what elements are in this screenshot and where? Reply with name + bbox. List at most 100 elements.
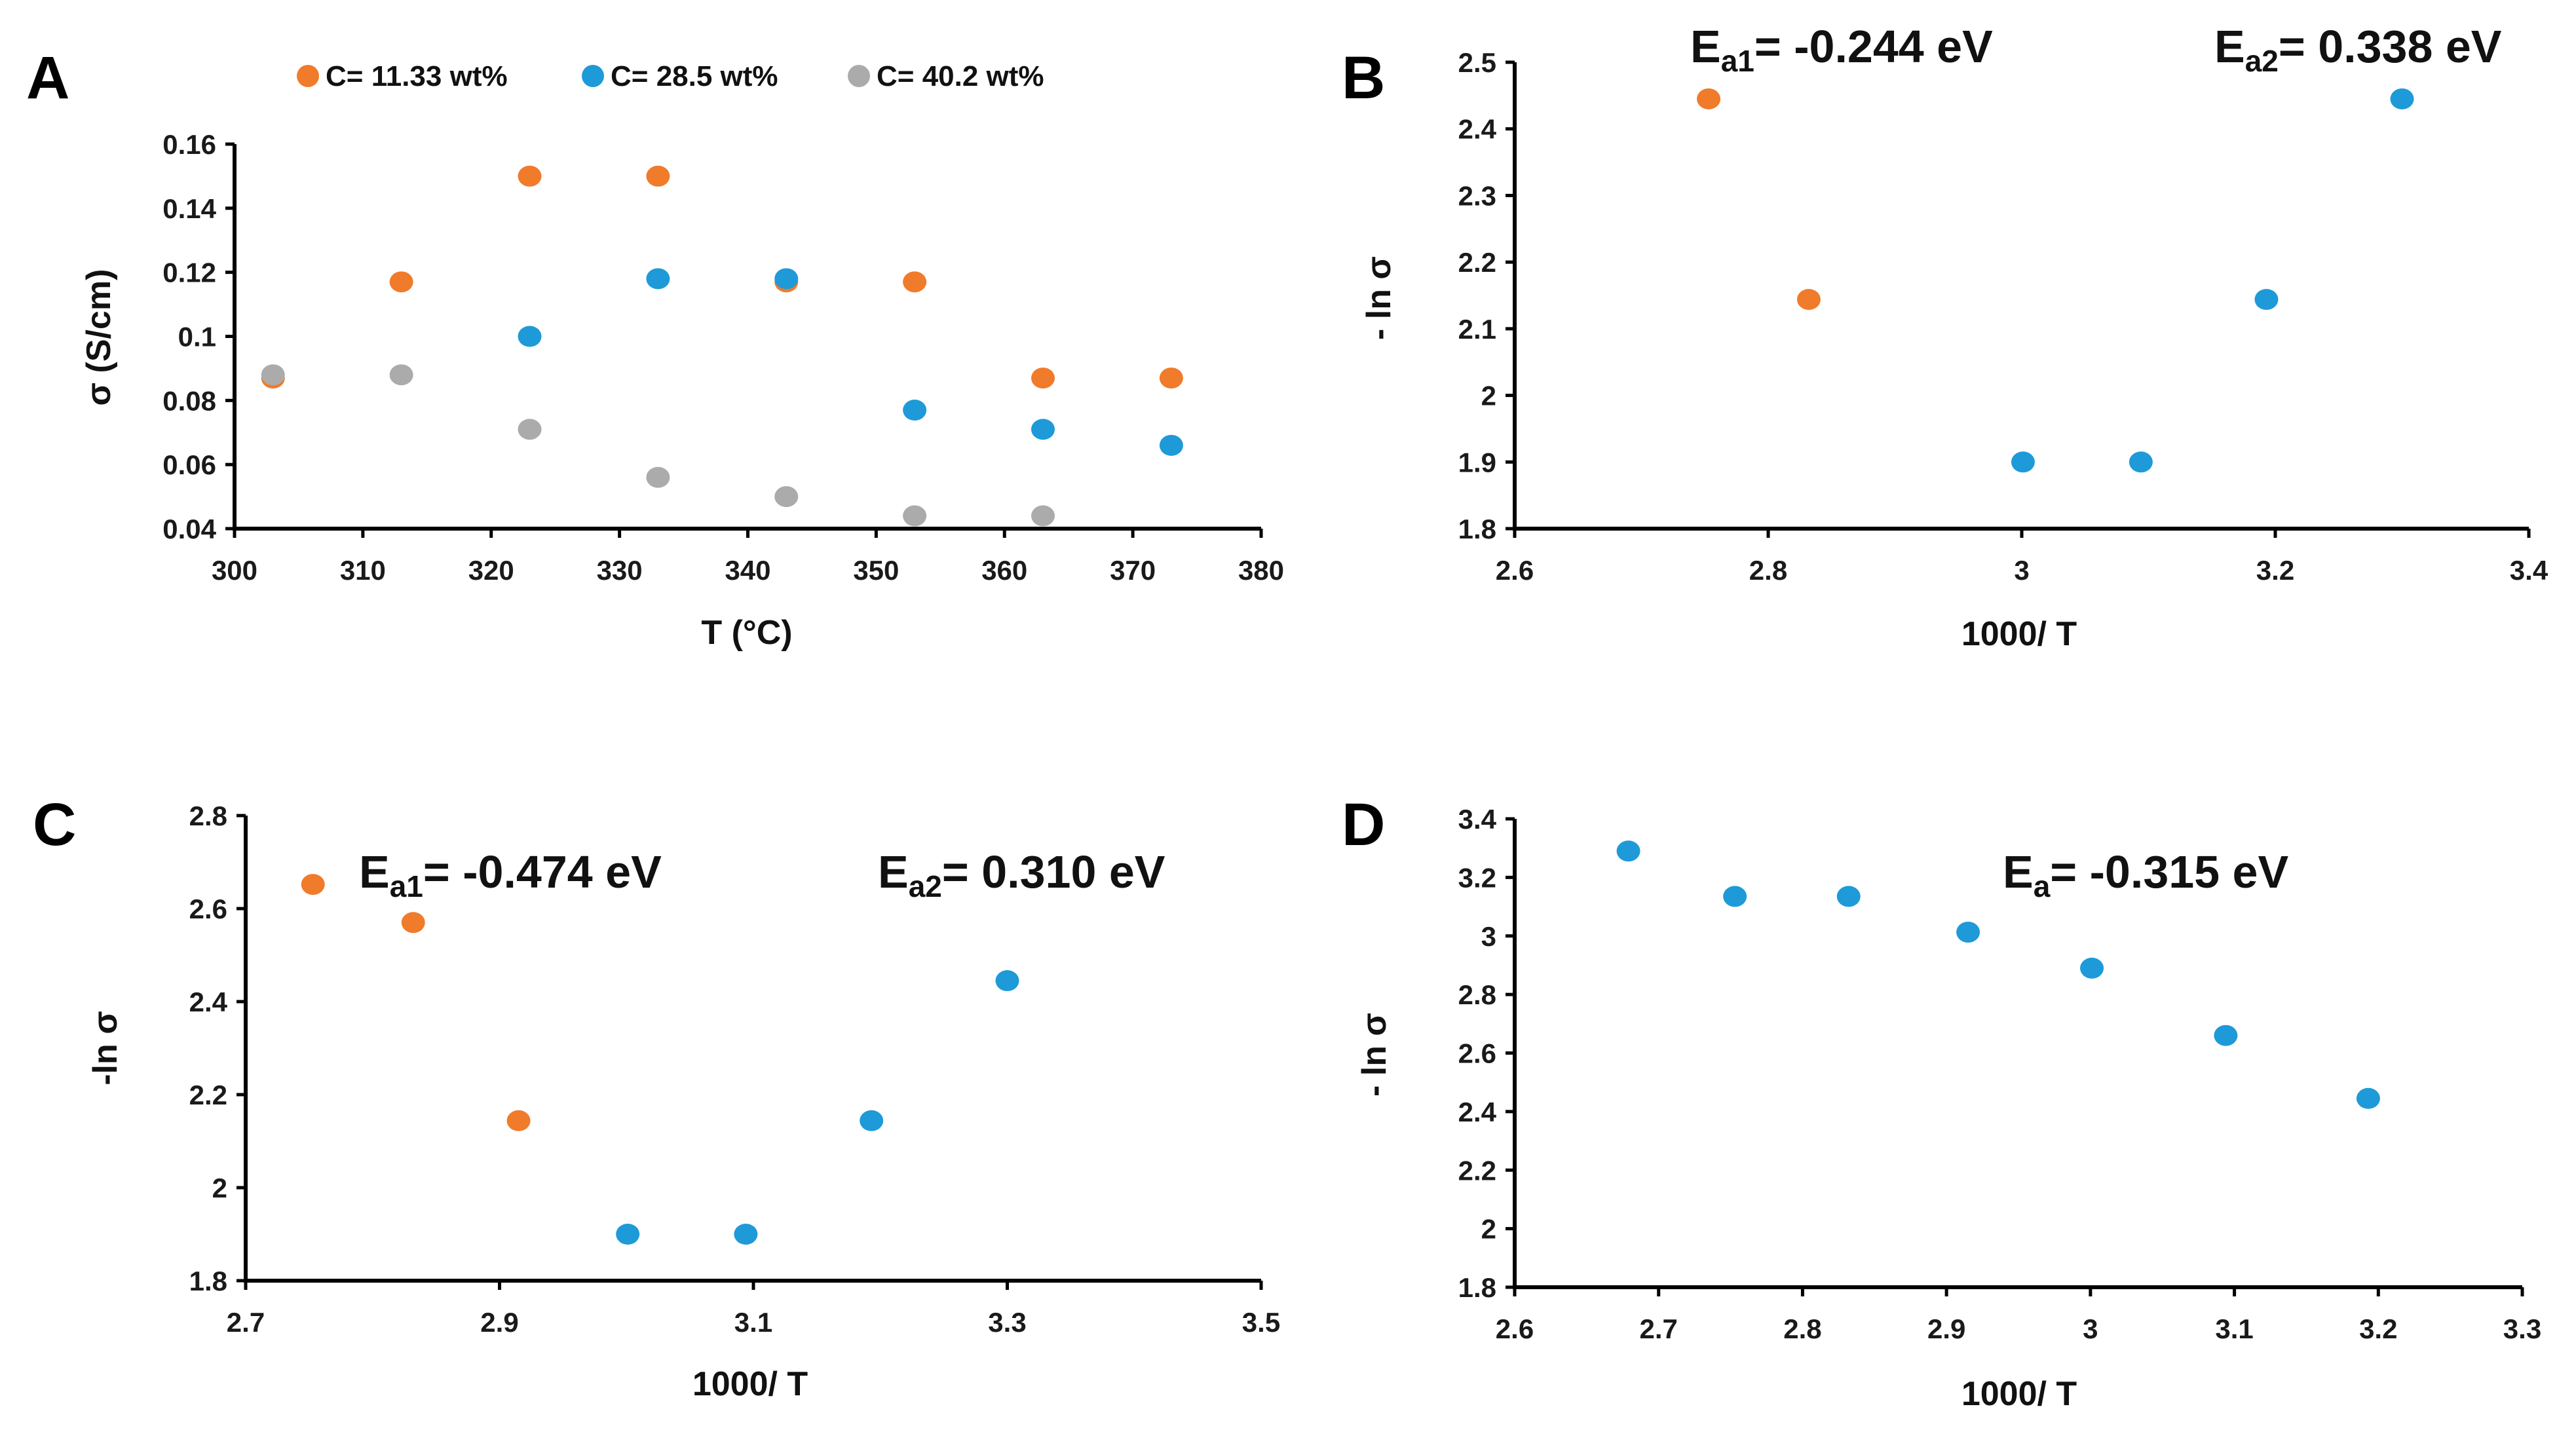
legend-a: C= 11.33 wt% C= 28.5 wt% C= 40.2 wt%	[297, 60, 1044, 92]
panel-c: C 1.8 2 2.2 2.4 2.6 2.8 2.7 2.9 3.1 3.3 3.5 -ln σ…	[33, 791, 1280, 1403]
annotation-ea2-c: Ea2= 0.310 eV	[878, 846, 1165, 903]
y-tick-label-a: 0.1	[178, 322, 216, 352]
y-axis-title-a: σ (S/cm)	[80, 269, 118, 406]
data-point-a	[389, 364, 413, 386]
data-point-a	[1031, 367, 1055, 389]
x-tick-label-b: 2.8	[1749, 555, 1787, 586]
data-point-a	[1031, 505, 1055, 527]
data-point-a	[1159, 434, 1183, 456]
y-tick-label-c: 2	[212, 1173, 227, 1203]
data-point-c	[616, 1224, 640, 1245]
data-point-a	[646, 268, 670, 290]
y-tick-label-d: 2.6	[1458, 1038, 1496, 1069]
y-tick-label-c: 1.8	[189, 1266, 227, 1296]
y-tick-label-b: 2.2	[1458, 247, 1496, 278]
x-tick-label-c: 3.3	[988, 1307, 1026, 1338]
data-point-a	[646, 165, 670, 187]
x-ticks-c: 2.7 2.9 3.1 3.3 3.5	[227, 1281, 1280, 1338]
y-tick-label-b: 2.1	[1458, 314, 1496, 345]
y-tick-label-d: 3.2	[1458, 862, 1496, 893]
panel-d: D 1.8 2 2.2 2.4 2.6 2.8 3 3.2 3.4 2.6 2.7 2.8 2.9 3 3…	[1342, 791, 2541, 1413]
panel-label-a: A	[26, 45, 69, 111]
x-tick-label-a: 310	[340, 555, 386, 586]
points-b	[1697, 88, 2414, 473]
data-point-d	[1956, 921, 1980, 943]
y-tick-label-b: 1.8	[1458, 514, 1496, 544]
x-tick-label-a: 300	[212, 555, 257, 586]
y-tick-label-a: 0.12	[162, 257, 216, 288]
x-ticks-b: 2.6 2.8 3 3.2 3.4	[1496, 529, 2548, 586]
data-point-a	[261, 364, 285, 386]
y-tick-label-c: 2.6	[189, 894, 227, 924]
y-axis-title-d: - ln σ	[1355, 1013, 1393, 1097]
data-point-c	[301, 874, 325, 895]
y-ticks-d: 1.8 2 2.2 2.4 2.6 2.8 3 3.2 3.4	[1458, 804, 1515, 1303]
y-tick-label-c: 2.8	[189, 801, 227, 831]
y-tick-label-b: 2	[1481, 381, 1496, 411]
annotation-ea-d: Ea= -0.315 eV	[2003, 846, 2288, 903]
data-point-a	[1159, 367, 1183, 389]
data-point-d	[2356, 1087, 2380, 1109]
data-point-b	[1697, 88, 1721, 109]
x-tick-label-b: 3	[2014, 555, 2029, 586]
x-tick-label-a: 350	[853, 555, 899, 586]
legend-marker-c-28-5	[582, 65, 604, 87]
x-axis-title-d: 1000/ T	[1961, 1375, 2077, 1413]
data-point-d	[2214, 1025, 2238, 1046]
x-tick-label-d: 2.7	[1640, 1313, 1678, 1344]
data-point-a	[518, 419, 542, 440]
x-tick-label-a: 370	[1110, 555, 1156, 586]
data-point-d	[1723, 886, 1747, 907]
data-point-a	[903, 505, 927, 527]
y-tick-label-b: 2.4	[1458, 114, 1497, 145]
data-point-b	[2390, 88, 2414, 109]
data-point-c	[734, 1224, 758, 1245]
y-tick-label-d: 3	[1481, 921, 1496, 952]
y-tick-label-d: 2.2	[1458, 1155, 1496, 1186]
x-axis-title-b: 1000/ T	[1961, 615, 2077, 653]
y-tick-label-c: 2.4	[189, 987, 228, 1017]
x-tick-label-d: 3.1	[2215, 1313, 2253, 1344]
data-point-d	[1616, 840, 1640, 862]
data-point-b	[2129, 451, 2153, 473]
x-tick-label-d: 3.3	[2503, 1313, 2541, 1344]
y-tick-label-d: 2.4	[1458, 1097, 1497, 1127]
annotation-ea1-c: Ea1= -0.474 eV	[359, 846, 662, 903]
data-point-a	[774, 486, 799, 508]
points-c	[301, 874, 1019, 1245]
x-tick-label-c: 2.7	[227, 1307, 265, 1338]
y-ticks-b: 1.8 1.9 2 2.1 2.2 2.3 2.4 2.5	[1458, 47, 1515, 544]
y-tick-label-a: 0.06	[162, 449, 216, 480]
x-axis-title-c: 1000/ T	[692, 1365, 808, 1403]
x-tick-label-a: 340	[725, 555, 770, 586]
data-point-c	[860, 1110, 884, 1131]
legend-marker-c-40-2	[848, 65, 870, 87]
x-axis-title-a: T (°C)	[701, 614, 792, 652]
points-a	[261, 165, 1183, 527]
y-ticks-c: 1.8 2 2.2 2.4 2.6 2.8	[189, 801, 246, 1296]
x-tick-label-c: 3.1	[734, 1307, 772, 1338]
data-point-b	[2254, 289, 2279, 311]
y-tick-label-d: 2	[1481, 1214, 1496, 1245]
data-point-a	[518, 326, 542, 347]
panel-a: A C= 11.33 wt% C= 28.5 wt% C= 40.2 wt% 0…	[26, 45, 1284, 652]
y-tick-label-d: 1.8	[1458, 1272, 1496, 1303]
x-tick-label-c: 2.9	[480, 1307, 518, 1338]
y-tick-label-b: 2.3	[1458, 180, 1496, 211]
x-tick-label-d: 3.2	[2359, 1313, 2397, 1344]
data-point-a	[518, 165, 542, 187]
x-tick-label-c: 3.5	[1242, 1307, 1280, 1338]
data-point-b	[2011, 451, 2035, 473]
x-tick-label-a: 320	[468, 555, 514, 586]
panel-label-d: D	[1342, 791, 1385, 858]
y-tick-label-b: 2.5	[1458, 47, 1496, 78]
y-tick-label-c: 2.2	[189, 1080, 227, 1110]
x-tick-label-a: 330	[597, 555, 643, 586]
y-axis-title-c: -ln σ	[86, 1011, 124, 1085]
y-axis-title-b: - ln σ	[1360, 256, 1398, 340]
x-tick-label-b: 2.6	[1496, 555, 1534, 586]
x-ticks-d: 2.6 2.7 2.8 2.9 3 3.1 3.2 3.3	[1496, 1287, 2541, 1344]
points-d	[1616, 840, 2380, 1109]
data-point-d	[2080, 957, 2104, 979]
x-tick-label-a: 360	[981, 555, 1027, 586]
